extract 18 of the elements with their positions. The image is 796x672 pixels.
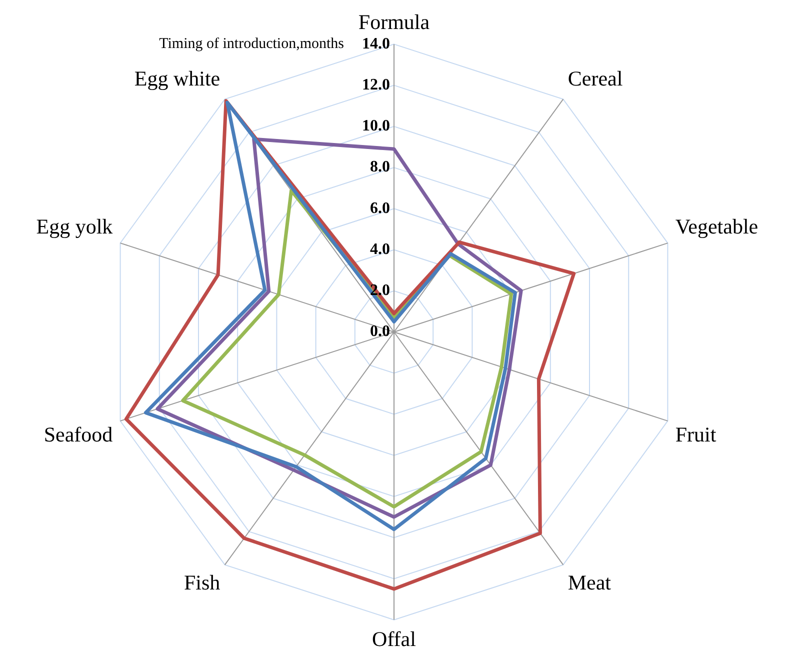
spoke-label: Egg yolk: [36, 214, 114, 239]
spoke-label: Fish: [184, 570, 221, 594]
y-tick-label: 10.0: [362, 118, 390, 135]
spoke-label: Offal: [372, 626, 416, 651]
spoke-label: Formula: [358, 10, 430, 34]
y-tick-label: 8.0: [370, 158, 390, 176]
spoke-label: Cereal: [568, 66, 623, 91]
y-tick-label: 0.0: [370, 323, 390, 340]
y-tick-label: 14.0: [362, 35, 390, 52]
spoke-label: Egg white: [134, 66, 220, 91]
y-tick-label: 12.0: [362, 76, 390, 94]
spoke-label: Vegetable: [675, 214, 758, 239]
spoke-label: Seafood: [44, 422, 114, 447]
spoke-label: Fruit: [675, 422, 716, 447]
y-tick-label: 6.0: [370, 200, 390, 217]
text: Timing of introduction,months: [159, 36, 344, 52]
spoke-label: Meat: [568, 570, 612, 594]
y-tick-label: 4.0: [370, 240, 390, 258]
